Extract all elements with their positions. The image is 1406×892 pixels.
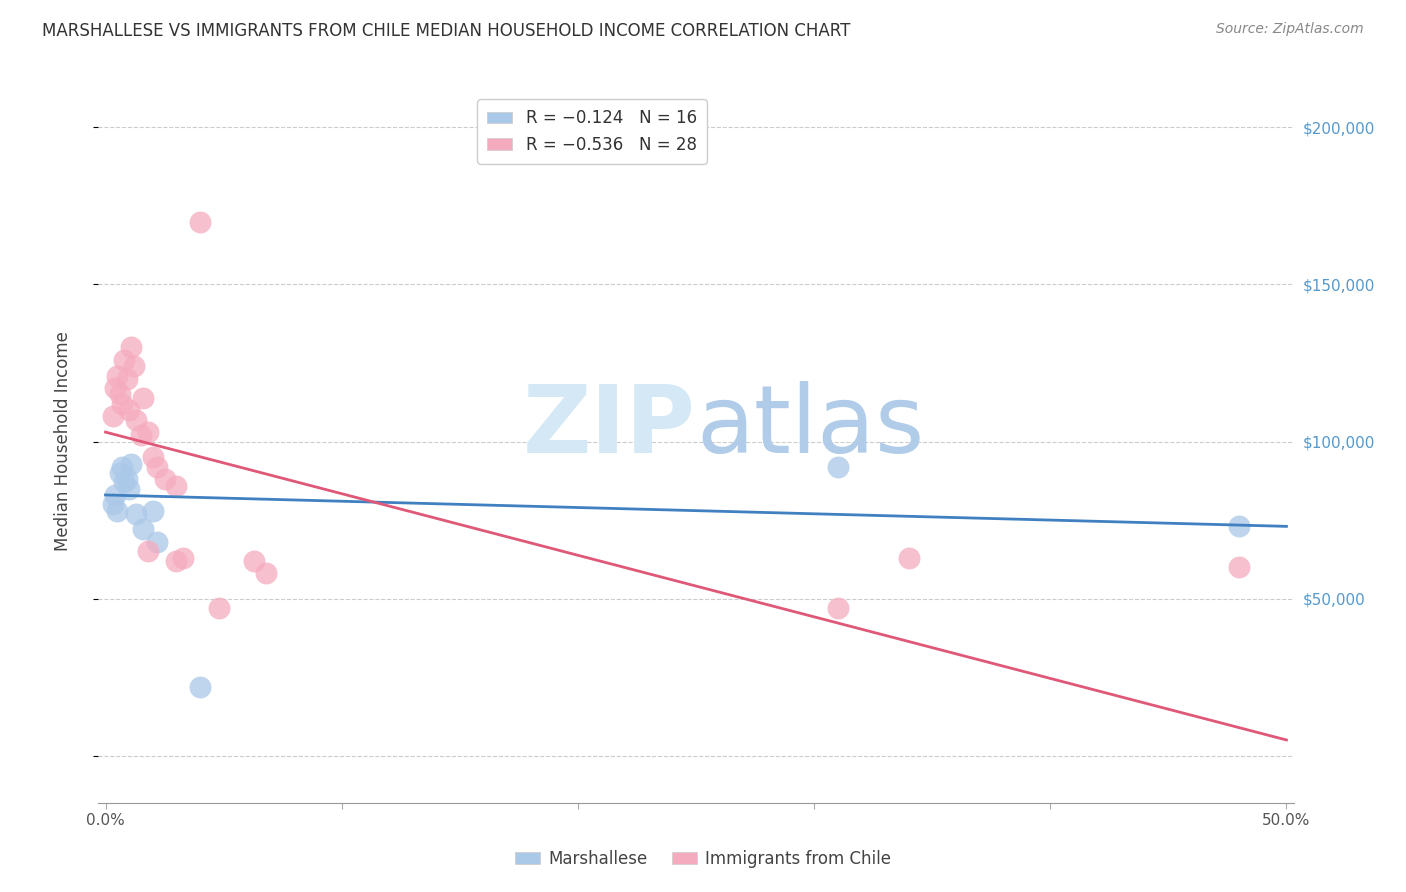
- Point: [132, 523, 155, 537]
- Point: [101, 497, 124, 511]
- Point: [112, 352, 135, 367]
- Point: [121, 457, 143, 471]
- Point: [115, 472, 138, 486]
- Point: [153, 472, 176, 486]
- Point: [827, 459, 849, 474]
- Text: Source: ZipAtlas.com: Source: ZipAtlas.com: [1216, 22, 1364, 37]
- Text: atlas: atlas: [696, 381, 924, 473]
- Point: [121, 340, 143, 354]
- Point: [188, 214, 211, 228]
- Point: [827, 601, 849, 615]
- Point: [105, 503, 128, 517]
- Point: [146, 459, 169, 474]
- Point: [132, 391, 155, 405]
- Point: [122, 359, 145, 373]
- Legend: Marshallese, Immigrants from Chile: Marshallese, Immigrants from Chile: [508, 844, 898, 875]
- Point: [188, 680, 211, 694]
- Point: [172, 550, 194, 565]
- Legend: R = −0.124   N = 16, R = −0.536   N = 28: R = −0.124 N = 16, R = −0.536 N = 28: [477, 99, 707, 164]
- Point: [136, 425, 159, 439]
- Point: [118, 403, 141, 417]
- Point: [104, 488, 127, 502]
- Point: [118, 482, 141, 496]
- Point: [136, 544, 159, 558]
- Text: ZIP: ZIP: [523, 381, 696, 473]
- Point: [105, 368, 128, 383]
- Point: [254, 566, 277, 581]
- Point: [108, 466, 131, 480]
- Point: [1227, 519, 1250, 533]
- Point: [165, 554, 187, 568]
- Point: [142, 503, 165, 517]
- Point: [111, 397, 134, 411]
- Point: [115, 372, 138, 386]
- Point: [897, 550, 920, 565]
- Text: MARSHALLESE VS IMMIGRANTS FROM CHILE MEDIAN HOUSEHOLD INCOME CORRELATION CHART: MARSHALLESE VS IMMIGRANTS FROM CHILE MED…: [42, 22, 851, 40]
- Point: [111, 459, 134, 474]
- Point: [108, 387, 131, 401]
- Point: [101, 409, 124, 424]
- Point: [125, 507, 148, 521]
- Point: [142, 450, 165, 465]
- Point: [125, 412, 148, 426]
- Point: [243, 554, 266, 568]
- Point: [146, 535, 169, 549]
- Point: [129, 428, 152, 442]
- Point: [208, 601, 231, 615]
- Point: [1227, 560, 1250, 574]
- Point: [104, 381, 127, 395]
- Point: [112, 475, 135, 490]
- Point: [165, 478, 187, 492]
- Y-axis label: Median Household Income: Median Household Income: [53, 332, 72, 551]
